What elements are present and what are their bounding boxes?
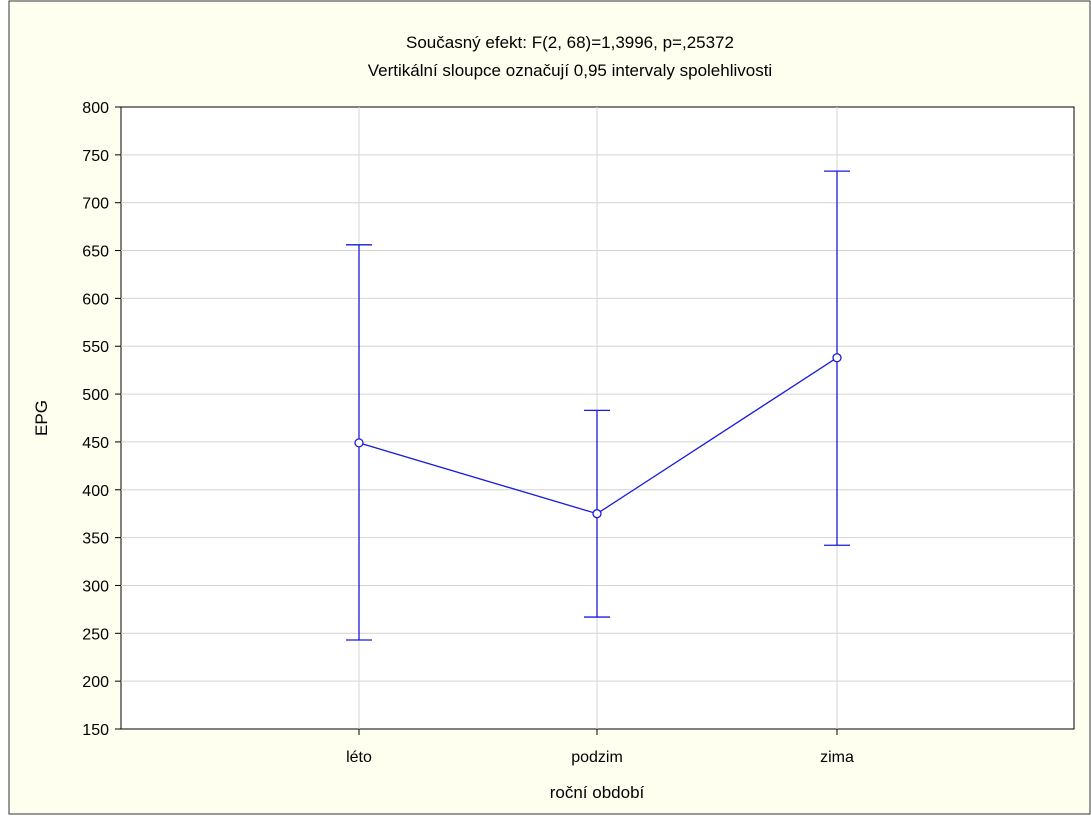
y-tick-label: 450 <box>82 435 109 452</box>
y-tick-label: 500 <box>82 387 109 404</box>
y-tick-label: 800 <box>82 100 109 117</box>
y-tick-label: 200 <box>82 674 109 691</box>
y-tick-label: 300 <box>82 578 109 595</box>
y-ticks: 150 200 250 300 350 400 450 500 550 600 650 700 750 8… <box>82 100 121 739</box>
y-tick-label: 350 <box>82 531 109 548</box>
x-tick-label: podzim <box>571 749 623 766</box>
y-axis-title: EPG <box>32 400 51 436</box>
mean-point <box>592 509 602 519</box>
mean-point <box>354 438 364 448</box>
y-tick-label: 600 <box>82 291 109 308</box>
y-tick-label: 400 <box>82 483 109 500</box>
x-ticks: léto podzim zima <box>346 729 854 766</box>
x-tick-label: zima <box>820 749 854 766</box>
y-tick-label: 700 <box>82 196 109 213</box>
y-tick-label: 250 <box>82 626 109 643</box>
x-tick-label: léto <box>346 749 372 766</box>
series-line <box>354 353 842 519</box>
mean-point <box>832 353 842 363</box>
chart-subtitle: Vertikální sloupce označují 0,95 interva… <box>368 61 772 80</box>
y-tick-label: 150 <box>82 722 109 739</box>
x-axis-title: roční období <box>550 783 645 802</box>
y-tick-label: 650 <box>82 244 109 261</box>
y-tick-label: 550 <box>82 339 109 356</box>
y-tick-label: 750 <box>82 148 109 165</box>
chart-title: Současný efekt: F(2, 68)=1,3996, p=,2537… <box>406 33 734 52</box>
